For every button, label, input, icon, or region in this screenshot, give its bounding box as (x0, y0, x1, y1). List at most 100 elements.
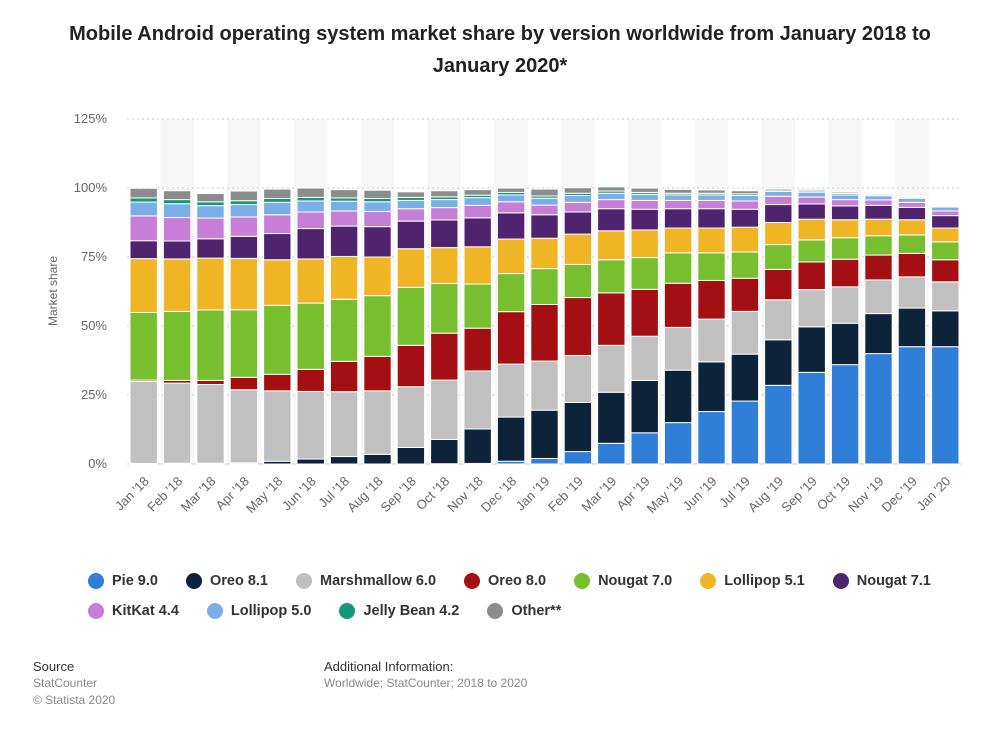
bar-segment[interactable] (196, 309, 225, 381)
bar-segment[interactable] (797, 203, 826, 220)
bar-segment[interactable] (597, 208, 626, 232)
bar-segment[interactable] (430, 332, 459, 381)
bar-segment[interactable] (129, 201, 158, 217)
bar-segment[interactable] (196, 201, 225, 207)
bar-segment[interactable] (363, 256, 392, 297)
bar-segment[interactable] (730, 400, 760, 465)
bar-segment[interactable] (430, 282, 459, 334)
bar-segment[interactable] (630, 335, 659, 381)
bar-segment[interactable] (530, 303, 559, 362)
bar-segment[interactable] (530, 237, 559, 270)
bar-segment[interactable] (663, 188, 693, 194)
bar-segment[interactable] (463, 189, 492, 196)
bar-segment[interactable] (864, 279, 893, 315)
bar-segment[interactable] (730, 353, 760, 402)
bar-segment[interactable] (329, 210, 359, 227)
bar-segment[interactable] (396, 446, 426, 465)
bar-segment[interactable] (931, 206, 960, 212)
bar-segment[interactable] (329, 298, 359, 362)
bar-segment[interactable] (263, 197, 292, 203)
bar-segment[interactable] (563, 355, 593, 403)
bar-segment[interactable] (430, 438, 459, 465)
bar-segment[interactable] (296, 228, 325, 260)
bar-segment[interactable] (663, 194, 693, 201)
bar-segment[interactable] (396, 220, 426, 250)
bar-segment[interactable] (697, 318, 726, 363)
bar-segment[interactable] (563, 263, 593, 299)
bar-segment[interactable] (830, 322, 860, 366)
bar-segment[interactable] (897, 219, 927, 236)
bar-segment[interactable] (830, 199, 860, 207)
bar-segment[interactable] (563, 401, 593, 453)
bar-segment[interactable] (830, 237, 860, 260)
bar-segment[interactable] (697, 189, 726, 194)
bar-segment[interactable] (396, 191, 426, 198)
bar-segment[interactable] (396, 199, 426, 210)
bar-segment[interactable] (697, 361, 726, 413)
bar-segment[interactable] (864, 193, 893, 196)
bar-segment[interactable] (196, 257, 225, 311)
bar-segment[interactable] (897, 234, 927, 254)
bar-segment[interactable] (764, 268, 793, 301)
bar-segment[interactable] (396, 208, 426, 222)
bar-segment[interactable] (864, 313, 893, 355)
bar-segment[interactable] (296, 458, 325, 465)
bar-segment[interactable] (764, 222, 793, 246)
bar-segment[interactable] (129, 197, 158, 203)
bar-segment[interactable] (463, 246, 492, 285)
bar-segment[interactable] (329, 391, 359, 458)
bar-segment[interactable] (864, 353, 893, 465)
bar-segment[interactable] (496, 363, 526, 418)
bar-segment[interactable] (830, 191, 860, 195)
bar-segment[interactable] (162, 217, 192, 242)
bar-segment[interactable] (864, 204, 893, 220)
bar-segment[interactable] (897, 197, 927, 203)
legend-item[interactable]: Pie 9.0 (88, 573, 158, 589)
bar-segment[interactable] (864, 254, 893, 281)
bar-segment[interactable] (697, 227, 726, 254)
bar-segment[interactable] (329, 225, 359, 257)
bar-segment[interactable] (430, 190, 459, 198)
bar-segment[interactable] (630, 432, 659, 465)
bar-segment[interactable] (162, 240, 192, 260)
bar-segment[interactable] (931, 215, 960, 229)
bar-segment[interactable] (129, 187, 158, 199)
bar-segment[interactable] (530, 204, 559, 216)
bar-segment[interactable] (296, 390, 325, 460)
bar-segment[interactable] (563, 201, 593, 213)
bar-segment[interactable] (697, 279, 726, 320)
bar-segment[interactable] (864, 199, 893, 206)
bar-segment[interactable] (430, 207, 459, 221)
bar-segment[interactable] (329, 255, 359, 300)
bar-segment[interactable] (496, 273, 526, 313)
bar-segment[interactable] (764, 204, 793, 223)
bar-segment[interactable] (229, 204, 259, 218)
legend-item[interactable]: Other** (487, 603, 561, 619)
bar-segment[interactable] (162, 190, 192, 201)
bar-segment[interactable] (730, 226, 760, 253)
bar-segment[interactable] (162, 310, 192, 381)
legend-item[interactable]: Oreo 8.0 (464, 573, 546, 589)
legend-item[interactable]: KitKat 4.4 (88, 603, 179, 619)
bar-segment[interactable] (797, 191, 826, 198)
bar-segment[interactable] (797, 218, 826, 241)
bar-segment[interactable] (630, 187, 659, 193)
bar-segment[interactable] (630, 229, 659, 259)
bar-segment[interactable] (663, 252, 693, 284)
bar-segment[interactable] (329, 456, 359, 465)
bar-segment[interactable] (730, 194, 760, 202)
bar-segment[interactable] (730, 200, 760, 210)
bar-segment[interactable] (363, 295, 392, 357)
bar-segment[interactable] (931, 210, 960, 217)
bar-segment[interactable] (530, 268, 559, 305)
bar-segment[interactable] (363, 355, 392, 392)
bar-segment[interactable] (363, 189, 392, 199)
bar-segment[interactable] (430, 379, 459, 440)
bar-segment[interactable] (830, 205, 860, 221)
bar-segment[interactable] (396, 286, 426, 346)
bar-segment[interactable] (463, 283, 492, 329)
bar-segment[interactable] (931, 346, 960, 465)
legend-item[interactable]: Lollipop 5.1 (700, 573, 805, 589)
bar-segment[interactable] (597, 344, 626, 393)
bar-segment[interactable] (530, 188, 559, 197)
